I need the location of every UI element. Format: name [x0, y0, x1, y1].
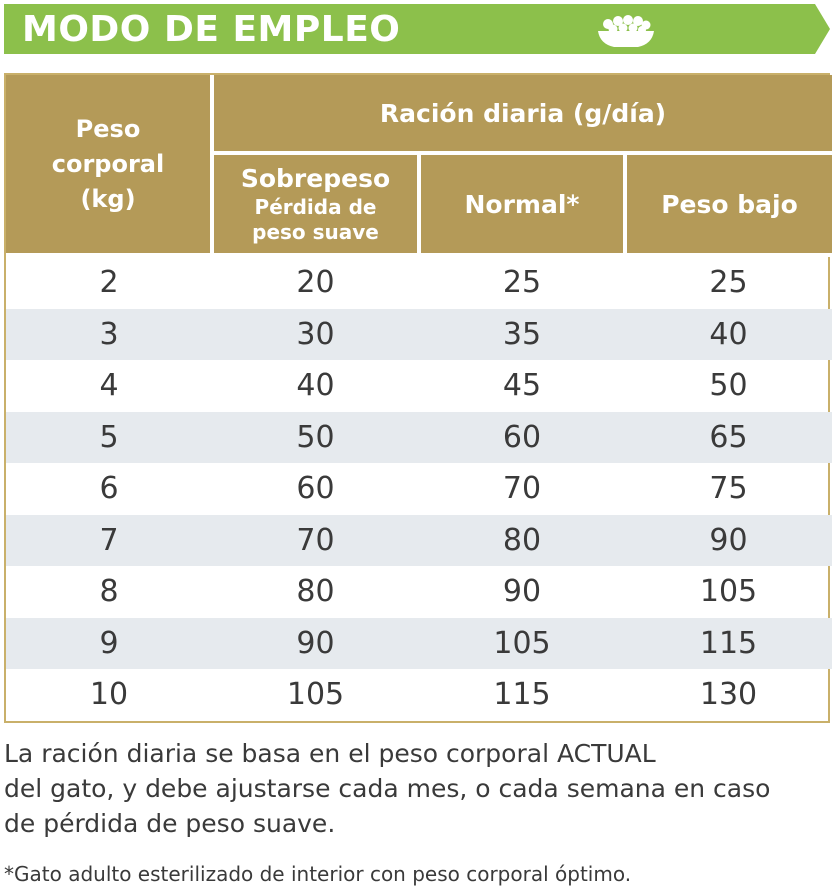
cell-normal: 105 — [419, 617, 625, 669]
table-row: 10 105 115 130 — [6, 669, 832, 721]
feeding-note-line: La ración diaria se basa en el peso corp… — [4, 739, 656, 768]
feeding-note-line: de pérdida de peso suave. — [4, 809, 336, 838]
cell-overweight: 60 — [296, 471, 335, 507]
feeding-table: Peso corporal (kg) Ración diaria (g/día)… — [6, 75, 833, 721]
header-body-weight: Peso corporal (kg) — [6, 75, 212, 257]
cell-underweight: 90 — [625, 514, 833, 566]
table-row: 6 60 70 75 — [6, 463, 832, 515]
cell-normal: 70 — [502, 471, 542, 507]
cell-weight: 2 — [99, 265, 119, 301]
cell-weight: 3 — [6, 308, 212, 360]
feeding-table-container: Peso corporal (kg) Ración diaria (g/día)… — [4, 73, 833, 723]
cell-overweight: 50 — [212, 411, 419, 463]
cell-weight: 9 — [6, 617, 212, 669]
feeding-note-line: del gato, y debe ajustarse cada mes, o c… — [4, 774, 771, 803]
header-daily-ration: Ración diaria (g/día) — [209, 75, 833, 155]
cell-underweight: 130 — [699, 677, 758, 713]
cell-overweight: 40 — [296, 368, 335, 404]
cell-weight: 5 — [6, 411, 212, 463]
header-normal: Normal* — [417, 153, 625, 257]
cell-overweight: 90 — [212, 617, 419, 669]
cell-underweight: 65 — [625, 411, 833, 463]
cell-normal: 60 — [419, 411, 625, 463]
table-row: 5 50 60 65 — [6, 411, 833, 463]
header-overweight-sublabel: peso suave — [252, 220, 379, 244]
cell-underweight: 75 — [709, 471, 748, 507]
cell-overweight: 80 — [296, 574, 335, 610]
cell-overweight: 70 — [212, 514, 419, 566]
cell-underweight: 40 — [625, 308, 833, 360]
header-overweight: Sobrepeso Pérdida de peso suave — [210, 153, 419, 257]
header-body-weight-line: (kg) — [80, 184, 136, 213]
cell-normal: 45 — [502, 368, 542, 404]
cell-normal: 115 — [493, 677, 551, 713]
header-banner: MODO DE EMPLEO — [4, 4, 830, 54]
cell-underweight: 115 — [625, 617, 833, 669]
cell-normal: 80 — [419, 514, 625, 566]
cell-overweight: 20 — [296, 265, 335, 301]
cell-underweight: 105 — [699, 574, 758, 610]
cell-underweight: 50 — [709, 368, 748, 404]
cell-underweight: 25 — [709, 265, 748, 301]
cell-normal: 35 — [419, 308, 625, 360]
header-overweight-label: Sobrepeso — [240, 164, 391, 193]
cell-normal: 25 — [502, 265, 542, 301]
header-overweight-sublabel: Pérdida de — [254, 195, 377, 219]
table-row: 4 40 45 50 — [6, 360, 832, 412]
feeding-note: La ración diaria se basa en el peso corp… — [4, 736, 830, 841]
cell-weight: 6 — [99, 471, 119, 507]
cell-weight: 7 — [6, 514, 212, 566]
header-body-weight-line: corporal — [51, 149, 165, 178]
table-row: 9 90 105 115 — [6, 617, 833, 669]
food-bowl-icon — [598, 15, 654, 47]
table-row: 2 20 25 25 — [6, 255, 832, 309]
cell-normal: 90 — [502, 574, 542, 610]
table-row: 8 80 90 105 — [6, 566, 832, 618]
page-title: MODO DE EMPLEO — [22, 9, 401, 50]
cell-overweight: 30 — [212, 308, 419, 360]
cell-weight: 4 — [99, 368, 119, 404]
cell-overweight: 105 — [286, 677, 345, 713]
header-body-weight-line: Peso — [75, 114, 141, 143]
cell-weight: 10 — [89, 677, 129, 713]
table-row: 7 70 80 90 — [6, 514, 833, 566]
header-underweight: Peso bajo — [622, 153, 833, 257]
table-row: 3 30 35 40 — [6, 308, 833, 360]
footnote: *Gato adulto esterilizado de interior co… — [4, 862, 632, 886]
cell-weight: 8 — [99, 574, 119, 610]
